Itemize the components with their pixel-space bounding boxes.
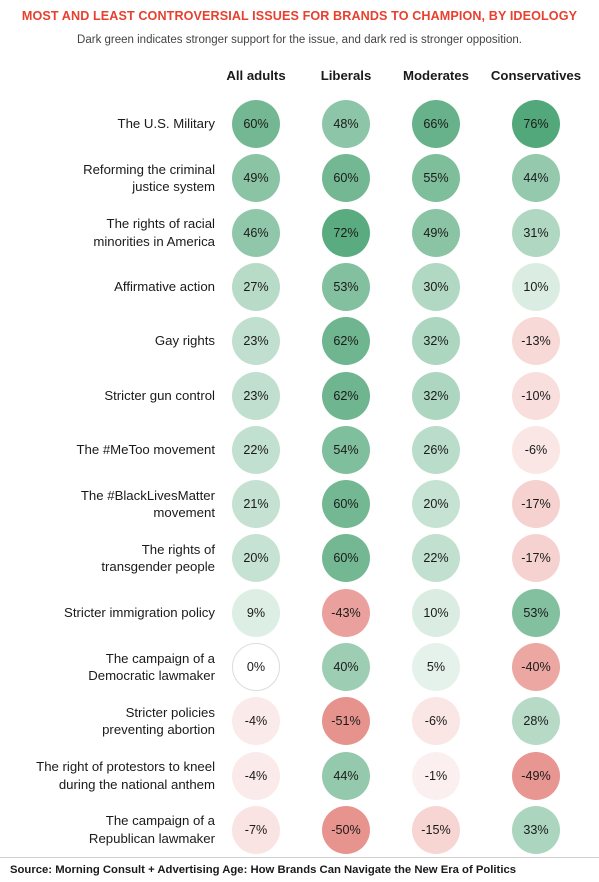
row-label: Affirmative action — [114, 279, 215, 295]
value-bubble: 10% — [512, 262, 560, 311]
value-bubble: 30% — [412, 262, 460, 311]
value-bubble: -15% — [412, 805, 460, 854]
value-bubble: 49% — [232, 154, 280, 203]
value-bubble: 23% — [232, 371, 280, 420]
row-label: The campaign of a Republican lawmaker — [88, 813, 215, 846]
value-bubble: -17% — [512, 534, 560, 583]
column-header: Moderates — [403, 68, 469, 83]
source-note: Source: Morning Consult + Advertising Ag… — [0, 857, 599, 880]
row-label: Gay rights — [154, 333, 215, 349]
chart-subtitle: Dark green indicates stronger support fo… — [77, 34, 522, 46]
value-bubble: 23% — [232, 317, 280, 366]
row-label: Reforming the criminal justice system — [83, 161, 215, 195]
value-bubble: 60% — [322, 534, 370, 583]
value-bubble: 10% — [412, 588, 460, 637]
value-bubble: -6% — [512, 425, 560, 474]
value-bubble: -4% — [232, 697, 280, 746]
value-bubble: 60% — [232, 100, 280, 148]
value-bubble: -13% — [512, 317, 560, 366]
row-label: Stricter immigration policy — [64, 604, 215, 620]
value-bubble: -10% — [512, 371, 560, 420]
value-bubble: -43% — [322, 588, 370, 637]
value-bubble: -7% — [232, 805, 280, 854]
value-bubble: 55% — [412, 154, 460, 203]
value-bubble: 53% — [512, 588, 560, 637]
row-label: Stricter policies preventing abortion — [102, 704, 215, 738]
value-bubble: 28% — [512, 697, 560, 746]
row-label: The rights of transgender people — [101, 541, 215, 575]
value-bubble: 32% — [412, 371, 460, 420]
row-label: The campaign of a Democratic lawmaker — [88, 650, 215, 684]
value-bubble: 62% — [322, 317, 370, 366]
value-bubble: 40% — [322, 643, 370, 691]
value-bubble: 60% — [322, 154, 370, 203]
value-bubble: 5% — [412, 643, 460, 691]
value-bubble: 21% — [232, 480, 280, 529]
value-bubble: -40% — [512, 643, 560, 691]
value-bubble: 26% — [412, 425, 460, 474]
column-header: Conservatives — [490, 68, 582, 83]
row-label: Stricter gun control — [104, 387, 215, 403]
value-bubble: -49% — [512, 751, 560, 800]
value-bubble: 66% — [412, 100, 460, 148]
value-bubble: 27% — [232, 262, 280, 311]
value-bubble: 0% — [232, 643, 280, 691]
value-bubble: 32% — [412, 317, 460, 366]
row-label: The rights of racial minorities in Americ… — [93, 216, 215, 249]
row-label: The #MeToo movement — [76, 442, 215, 458]
chart-title: MOST AND LEAST CONTROVERSIAL ISSUES FOR … — [21, 9, 578, 23]
value-bubble: 31% — [512, 208, 560, 257]
value-bubble: -4% — [232, 751, 280, 800]
value-bubble: 9% — [232, 588, 280, 637]
value-bubble: -1% — [412, 751, 460, 800]
value-bubble: 22% — [232, 425, 280, 474]
value-bubble: 49% — [412, 208, 460, 257]
value-bubble: 22% — [412, 534, 460, 583]
column-header: Liberals — [320, 68, 372, 83]
value-bubble: 48% — [322, 100, 370, 148]
column-header: All adults — [226, 68, 286, 83]
value-bubble: -51% — [322, 697, 370, 746]
value-bubble: 53% — [322, 262, 370, 311]
row-label: The U.S. Military — [117, 116, 215, 132]
value-bubble: 76% — [512, 100, 560, 148]
value-bubble: 20% — [232, 534, 280, 583]
value-bubble: 44% — [322, 751, 370, 800]
value-bubble: 60% — [322, 480, 370, 529]
value-bubble: 44% — [512, 154, 560, 203]
value-bubble: 72% — [322, 208, 370, 257]
value-bubble: 46% — [232, 208, 280, 257]
value-bubble: 62% — [322, 371, 370, 420]
value-bubble: -6% — [412, 697, 460, 746]
value-bubble: 33% — [512, 805, 560, 854]
row-label: The #BlackLivesMatter movement — [80, 487, 215, 521]
value-bubble: 20% — [412, 480, 460, 529]
row-label: The right of protestors to kneel during t… — [36, 759, 215, 792]
value-bubble: -50% — [322, 805, 370, 854]
value-bubble: -17% — [512, 480, 560, 529]
value-bubble: 54% — [322, 425, 370, 474]
